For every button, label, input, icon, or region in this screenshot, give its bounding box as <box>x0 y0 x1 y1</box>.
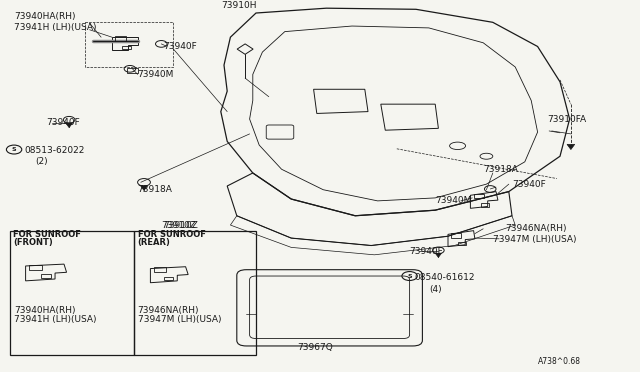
Bar <box>41 274 51 278</box>
Text: 08513-62022: 08513-62022 <box>24 146 84 155</box>
Text: A738^0.68: A738^0.68 <box>538 357 580 366</box>
Bar <box>458 242 466 246</box>
Text: (4): (4) <box>429 285 442 294</box>
Polygon shape <box>141 186 147 190</box>
Text: (FRONT): (FRONT) <box>13 238 52 247</box>
Text: 73941H (LH)(USA): 73941H (LH)(USA) <box>14 315 97 324</box>
Text: 73940HA(RH): 73940HA(RH) <box>14 12 76 21</box>
Text: 73910Z: 73910Z <box>163 221 198 230</box>
Text: 73940M: 73940M <box>435 196 472 205</box>
Text: 73940M: 73940M <box>138 70 174 79</box>
Bar <box>474 194 484 199</box>
Bar <box>154 267 166 272</box>
Text: 73940F: 73940F <box>410 247 444 256</box>
Text: (2): (2) <box>35 157 48 166</box>
Text: 73940F: 73940F <box>46 118 80 127</box>
Text: 73946NA(RH): 73946NA(RH) <box>506 224 567 233</box>
Bar <box>29 265 42 269</box>
Bar <box>122 46 131 49</box>
Bar <box>451 234 461 237</box>
Text: 73910FA: 73910FA <box>547 115 586 124</box>
Text: FOR SUNROOF: FOR SUNROOF <box>13 230 81 239</box>
Text: 73918A: 73918A <box>138 185 172 194</box>
Polygon shape <box>66 123 72 128</box>
Bar <box>10 231 134 355</box>
Text: S: S <box>407 273 412 279</box>
Text: 73940F: 73940F <box>163 42 197 51</box>
Text: (REAR): (REAR) <box>138 238 170 247</box>
Bar <box>115 36 126 41</box>
Text: 73946NA(RH): 73946NA(RH) <box>138 306 199 315</box>
Bar <box>481 203 489 206</box>
Polygon shape <box>567 144 575 150</box>
Bar <box>127 68 138 73</box>
Text: 73910Z: 73910Z <box>161 221 196 230</box>
Text: 73947M (LH)(USA): 73947M (LH)(USA) <box>138 315 221 324</box>
Text: 08540-61612: 08540-61612 <box>415 273 476 282</box>
Text: 73940HA(RH): 73940HA(RH) <box>14 306 76 315</box>
Bar <box>134 231 256 355</box>
Text: S: S <box>12 147 17 152</box>
Text: 73918A: 73918A <box>483 165 518 174</box>
Text: 73940F: 73940F <box>512 180 546 189</box>
Text: 73910H: 73910H <box>221 1 256 10</box>
Text: 73967Q: 73967Q <box>298 343 333 352</box>
Bar <box>164 277 173 280</box>
Text: 73941H (LH)(USA): 73941H (LH)(USA) <box>14 23 97 32</box>
Polygon shape <box>435 253 442 257</box>
Text: FOR SUNROOF: FOR SUNROOF <box>138 230 205 239</box>
Text: 73947M (LH)(USA): 73947M (LH)(USA) <box>493 235 576 244</box>
